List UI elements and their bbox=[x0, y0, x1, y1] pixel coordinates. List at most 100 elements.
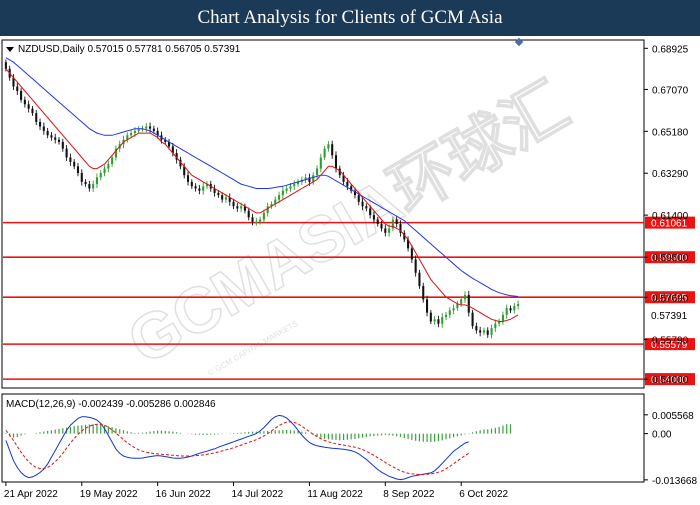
candle-bear bbox=[217, 192, 220, 196]
candle-bear bbox=[399, 223, 402, 233]
macd-line bbox=[5, 414, 469, 481]
candle-bear bbox=[156, 130, 159, 136]
price-tick-label: 0.63290 bbox=[652, 169, 689, 180]
candle-bear bbox=[61, 141, 64, 149]
candle-bear bbox=[247, 210, 250, 218]
candle-bear bbox=[50, 135, 53, 138]
price-panel-frame bbox=[1, 39, 645, 389]
candle-bear bbox=[361, 201, 364, 207]
candle-bull bbox=[103, 168, 106, 173]
time-axis: 21 Apr 2022 19 May 2022 16 Jun 2022 14 Jul … bbox=[4, 482, 509, 500]
candle-bull bbox=[107, 164, 110, 169]
candle-bull bbox=[285, 188, 288, 191]
candle-bear bbox=[422, 286, 425, 300]
candle-bear bbox=[164, 139, 167, 142]
candle-bull bbox=[293, 184, 296, 187]
candle-bull bbox=[240, 206, 243, 209]
candle-bear bbox=[80, 172, 83, 182]
candle-bear bbox=[365, 206, 368, 209]
candle-bear bbox=[35, 113, 38, 123]
candle-bear bbox=[54, 137, 57, 140]
candle-bear bbox=[350, 186, 353, 191]
current-price-label: 0.57391 bbox=[651, 311, 688, 322]
candle-bull bbox=[278, 195, 281, 200]
candle-bear bbox=[198, 188, 201, 191]
price-axis: 0.68925 0.67070 0.65180 0.63290 0.61400 0.595… bbox=[644, 44, 689, 386]
candle-bear bbox=[429, 312, 432, 322]
candle-bull bbox=[224, 197, 227, 200]
candle-bull bbox=[444, 314, 448, 318]
candle-bear bbox=[243, 206, 246, 211]
candle-bear bbox=[171, 146, 174, 154]
candle-bull bbox=[111, 157, 114, 165]
current-price-tag bbox=[645, 309, 695, 321]
candle-bear bbox=[376, 219, 379, 224]
chart-banner: Chart Analysis for Clients of GCM Asia bbox=[0, 0, 700, 36]
macd-tick-label: -0.013668 bbox=[652, 476, 697, 487]
level-price-tag bbox=[645, 216, 695, 229]
candle-bull bbox=[266, 206, 269, 213]
candle-bull bbox=[297, 181, 300, 185]
candle-bull bbox=[202, 186, 205, 191]
candle-bear bbox=[221, 195, 224, 200]
candle-bear bbox=[57, 139, 61, 142]
candle-bear bbox=[84, 181, 87, 185]
candle-bear bbox=[426, 299, 429, 313]
candle-bear bbox=[410, 248, 413, 260]
candle-bear bbox=[437, 319, 440, 324]
trading-chart[interactable]: GCMASIA环球汇 © GCM CAPITAL MARKETS 0.61061… bbox=[0, 36, 700, 500]
candle-bear bbox=[342, 175, 345, 182]
candle-bear bbox=[42, 126, 45, 131]
price-tick-label: 0.57690 bbox=[652, 293, 689, 304]
level-price-label: 0.54000 bbox=[651, 375, 688, 386]
candle-bull bbox=[92, 184, 95, 189]
candle-bull bbox=[517, 303, 520, 306]
candle-bull bbox=[95, 177, 98, 185]
candle-bull bbox=[255, 221, 258, 223]
candle-bull bbox=[505, 308, 508, 315]
candle-bull bbox=[281, 190, 284, 196]
price-tick-label: 0.61400 bbox=[652, 211, 689, 222]
time-tick-label: 19 May 2022 bbox=[80, 489, 138, 500]
candle-bear bbox=[414, 259, 417, 273]
candle-bear bbox=[369, 208, 372, 216]
candle-bull bbox=[498, 321, 501, 324]
candle-bull bbox=[274, 199, 277, 205]
candle-bull bbox=[456, 303, 459, 309]
candle-bear bbox=[76, 166, 80, 173]
candle-bear bbox=[149, 126, 152, 129]
candle-bull bbox=[327, 144, 330, 149]
moving-averages bbox=[5, 57, 519, 322]
dropdown-triangle-icon[interactable] bbox=[6, 47, 14, 52]
candle-bear bbox=[357, 195, 360, 202]
candle-bull bbox=[513, 305, 516, 311]
candle-bear bbox=[179, 159, 182, 167]
candle-bear bbox=[236, 206, 239, 209]
candle-bull bbox=[460, 299, 463, 304]
candle-bear bbox=[46, 130, 49, 136]
candle-bull bbox=[126, 135, 129, 140]
candle-bull bbox=[391, 219, 394, 229]
candle-bear bbox=[486, 330, 489, 335]
level-price-label: 0.61061 bbox=[651, 219, 688, 230]
candle-bear bbox=[509, 308, 512, 311]
candle-bear bbox=[4, 62, 7, 69]
candle-bear bbox=[31, 108, 34, 114]
candle-bull bbox=[315, 168, 319, 176]
time-tick-label: 11 Aug 2022 bbox=[307, 489, 363, 500]
level-price-tag bbox=[645, 251, 695, 264]
candle-bear bbox=[65, 148, 68, 158]
support-resistance-levels: 0.61061 0.59500 0.57695 0.55579 0.54000 0.573… bbox=[3, 216, 695, 386]
candle-bull bbox=[388, 228, 391, 233]
candle-bull bbox=[501, 314, 504, 322]
candle-bull bbox=[262, 212, 265, 220]
candle-bear bbox=[27, 104, 30, 109]
candle-bear bbox=[213, 188, 216, 193]
price-tick-label: 0.65180 bbox=[652, 127, 689, 138]
candle-bear bbox=[175, 153, 178, 160]
level-price-tag bbox=[645, 338, 695, 351]
candle-bull bbox=[304, 177, 307, 180]
time-tick-label: 16 Jun 2022 bbox=[156, 489, 211, 500]
candle-bull bbox=[494, 323, 497, 329]
candle-bear bbox=[152, 128, 155, 131]
